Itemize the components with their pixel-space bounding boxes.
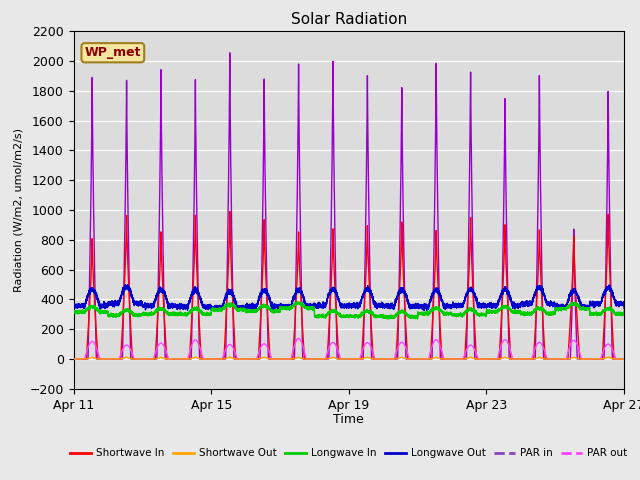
Text: WP_met: WP_met: [84, 46, 141, 59]
X-axis label: Time: Time: [333, 413, 364, 426]
Legend: Shortwave In, Shortwave Out, Longwave In, Longwave Out, PAR in, PAR out: Shortwave In, Shortwave Out, Longwave In…: [66, 444, 632, 462]
Y-axis label: Radiation (W/m2, umol/m2/s): Radiation (W/m2, umol/m2/s): [14, 128, 24, 292]
Title: Solar Radiation: Solar Radiation: [291, 12, 407, 27]
